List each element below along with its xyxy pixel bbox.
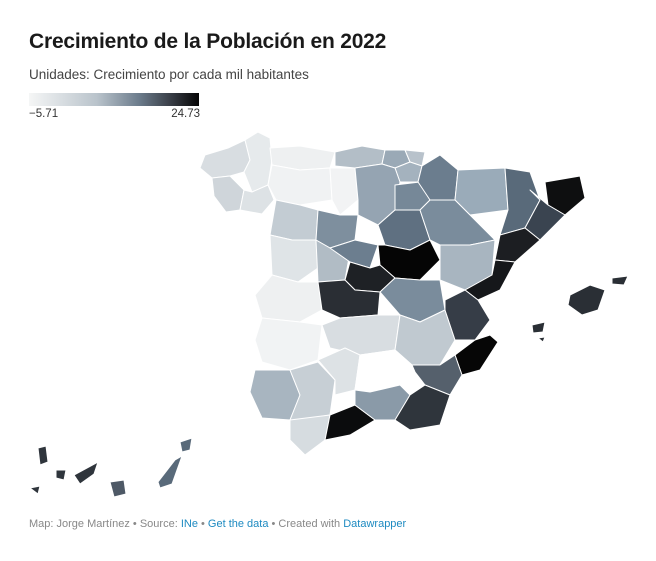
province-caceres[interactable] bbox=[254, 274, 323, 323]
spain-province-map bbox=[29, 131, 629, 498]
island-fuerteventura[interactable] bbox=[157, 455, 183, 489]
province-palencia[interactable] bbox=[329, 167, 359, 216]
footer-separator: • bbox=[268, 518, 279, 530]
province-badajoz[interactable] bbox=[254, 317, 323, 371]
province-pontevedra[interactable] bbox=[211, 175, 245, 213]
chart-title: Crecimiento de la Población en 2022 bbox=[29, 30, 387, 53]
island-lanzarote[interactable] bbox=[179, 437, 193, 453]
island-el-hierro[interactable] bbox=[29, 485, 41, 495]
chart-subtitle: Unidades: Crecimiento por cada mil habit… bbox=[29, 67, 309, 82]
legend-max-label: 24.73 bbox=[171, 108, 200, 120]
legend-min-label: −5.71 bbox=[29, 108, 59, 120]
province-salamanca[interactable] bbox=[269, 234, 319, 283]
created-with-label: Created with bbox=[278, 518, 344, 530]
get-data-link[interactable]: Get the data bbox=[207, 518, 269, 530]
province-valencia[interactable] bbox=[444, 289, 491, 341]
province-ciudad-real[interactable] bbox=[321, 314, 401, 356]
island-la-gomera[interactable] bbox=[55, 469, 67, 481]
province-tarragona[interactable] bbox=[494, 227, 541, 263]
province-malaga[interactable] bbox=[324, 404, 376, 441]
island-formentera[interactable] bbox=[537, 336, 546, 343]
map-credit: Map: Jorge Martínez bbox=[29, 518, 130, 530]
datawrapper-link[interactable]: Datawrapper bbox=[343, 518, 407, 530]
province-leon[interactable] bbox=[267, 164, 333, 206]
color-legend: −5.71 24.73 bbox=[29, 93, 200, 122]
island-menorca[interactable] bbox=[611, 275, 629, 286]
island-gran-canaria[interactable] bbox=[109, 479, 127, 498]
island-la-palma[interactable] bbox=[37, 445, 49, 466]
island-tenerife[interactable] bbox=[73, 461, 99, 485]
province-segovia[interactable] bbox=[329, 239, 379, 269]
province-a-coruna[interactable] bbox=[199, 139, 251, 179]
province-almeria[interactable] bbox=[394, 384, 451, 431]
province-toledo[interactable] bbox=[317, 279, 381, 319]
province-cadiz[interactable] bbox=[289, 414, 331, 456]
province-ourense[interactable] bbox=[239, 184, 275, 215]
province-girona[interactable] bbox=[544, 175, 586, 216]
source-link[interactable]: INe bbox=[180, 518, 198, 530]
province-huesca[interactable] bbox=[454, 167, 509, 216]
island-ibiza[interactable] bbox=[531, 321, 546, 334]
legend-gradient-bar bbox=[29, 93, 199, 106]
legend-labels: −5.71 24.73 bbox=[29, 106, 200, 122]
province-alicante[interactable] bbox=[454, 334, 499, 376]
chart-footer: Map: Jorge Martínez • Source: INe • Get … bbox=[29, 518, 406, 530]
province-murcia[interactable] bbox=[411, 354, 463, 396]
footer-separator: • bbox=[129, 518, 140, 530]
province-zamora[interactable] bbox=[269, 199, 319, 241]
island-mallorca[interactable] bbox=[567, 284, 606, 316]
footer-separator: • bbox=[197, 518, 208, 530]
source-label: Source: bbox=[139, 518, 181, 530]
